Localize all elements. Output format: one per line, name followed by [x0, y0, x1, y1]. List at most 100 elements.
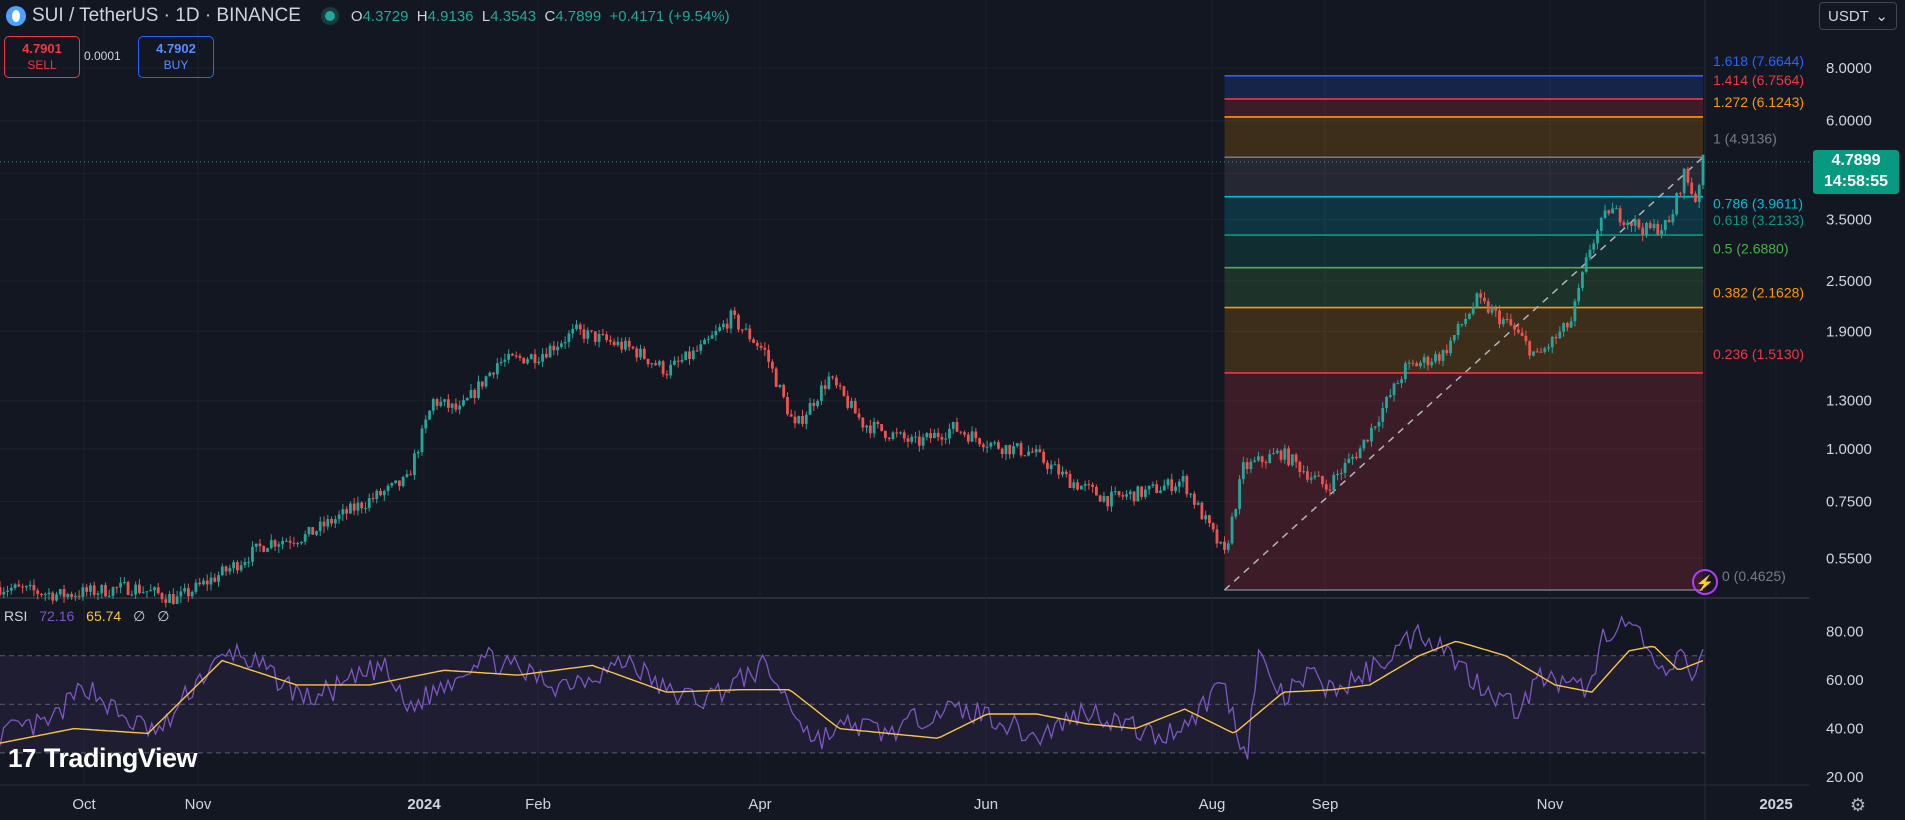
- candle-body: [232, 562, 235, 569]
- rsi-tick-label: 80.00: [1826, 623, 1864, 640]
- candle-body: [424, 419, 428, 429]
- candle-body: [202, 580, 205, 585]
- time-tick-label: Oct: [72, 796, 96, 813]
- candle-body: [932, 432, 936, 439]
- fib-zone: [1224, 116, 1703, 158]
- candle-body: [1068, 474, 1072, 488]
- candle-body: [1366, 439, 1370, 442]
- candle-body: [1464, 318, 1468, 325]
- candle-body: [1509, 319, 1513, 326]
- tradingview-logo[interactable]: 17 TradingView: [8, 743, 197, 774]
- gear-icon[interactable]: ⚙: [1849, 795, 1867, 815]
- candle-body: [1132, 491, 1136, 502]
- candle-body: [865, 425, 868, 428]
- price-axis[interactable]: 8.00006.00004.50003.50002.50001.90001.30…: [1826, 60, 1872, 567]
- candle-body: [1057, 464, 1061, 475]
- candle-body: [1599, 217, 1603, 231]
- candle-body: [115, 587, 119, 589]
- lightning-icon[interactable]: ⚡: [1692, 569, 1718, 595]
- candle-body: [1516, 329, 1520, 333]
- fibonacci-retracement[interactable]: 0 (0.4625) 0.236 (1.5130) 0.382 (2.1628) 0.…: [1223, 53, 1805, 591]
- candle-body: [970, 431, 974, 442]
- candle-body: [887, 437, 891, 439]
- currency-select[interactable]: USDT ⌄: [1819, 2, 1897, 30]
- fib-zone: [1224, 157, 1703, 197]
- candle-body: [364, 507, 367, 509]
- candle-body: [194, 582, 198, 592]
- candle-body: [778, 384, 782, 387]
- candle-body: [1678, 193, 1682, 195]
- candle-body: [390, 483, 394, 486]
- candle-body: [345, 509, 349, 514]
- candle-body: [1505, 319, 1509, 321]
- time-tick-label: Feb: [525, 796, 551, 813]
- candle-body: [1520, 332, 1524, 336]
- candle-body: [1607, 210, 1611, 214]
- sell-button[interactable]: 4.7901 SELL: [4, 36, 80, 78]
- price-tick-label: 0.7500: [1826, 493, 1872, 510]
- price-tick-label: 1.9000: [1826, 323, 1872, 340]
- candle-body: [846, 395, 850, 408]
- candle-body: [657, 361, 661, 366]
- candle-body: [1313, 475, 1317, 478]
- candle-body: [582, 329, 586, 339]
- candle-body: [511, 353, 514, 356]
- candle-body: [1298, 462, 1302, 473]
- candle-body: [458, 405, 462, 410]
- candle-body: [1411, 362, 1415, 364]
- buy-price: 4.7902: [156, 41, 196, 56]
- candle-body: [725, 323, 729, 329]
- candle-body: [1087, 484, 1091, 486]
- symbol-title[interactable]: SUI / TetherUS · 1D · BINANCE: [32, 5, 301, 26]
- candle-body: [1392, 383, 1396, 396]
- candle-body: [32, 584, 36, 591]
- candle-body: [1486, 301, 1490, 313]
- candle-body: [119, 582, 122, 588]
- candle-body: [55, 594, 58, 601]
- candle-body: [1573, 301, 1577, 322]
- rsi-pane[interactable]: 80.00 60.00 40.00 20.00: [0, 614, 1864, 786]
- candle-body: [1554, 336, 1558, 339]
- candle-body: [1042, 451, 1046, 463]
- change-value: +0.4171 (+9.54%): [609, 7, 730, 25]
- candle-body: [1547, 347, 1550, 349]
- fib-level-label: 0 (0.4625): [1722, 568, 1786, 584]
- candle-body: [379, 490, 382, 496]
- candle-body: [793, 416, 797, 424]
- candle-body: [205, 580, 209, 585]
- rsi-legend[interactable]: RSI 72.16 65.74 ∅ ∅: [4, 608, 169, 625]
- candle-body: [462, 400, 465, 406]
- candle-body: [895, 432, 899, 434]
- fib-zone: [1224, 372, 1703, 590]
- time-axis[interactable]: Oct Nov 2024 Feb Apr Jun Aug Sep Nov 2025: [72, 796, 1792, 813]
- fib-level-label: 1 (4.9136): [1713, 130, 1777, 146]
- candle-body: [1645, 223, 1648, 235]
- candle-body: [1441, 350, 1445, 361]
- candle-body: [171, 594, 175, 604]
- candle-body: [1445, 350, 1449, 354]
- candle-body: [251, 546, 254, 562]
- fib-level-label: 0.786 (3.9611): [1713, 196, 1803, 212]
- rsi-tick-label: 60.00: [1826, 672, 1864, 689]
- candle-body: [126, 582, 130, 595]
- candle-body: [1426, 356, 1430, 366]
- fib-zone: [1224, 267, 1703, 308]
- candle-body: [1630, 222, 1633, 226]
- price-tick-label: 0.5500: [1826, 550, 1872, 567]
- candle-body: [838, 385, 842, 387]
- candle-body: [104, 584, 107, 597]
- candle-body: [533, 354, 537, 364]
- candle-body: [624, 340, 627, 350]
- candle-body: [288, 540, 292, 543]
- candle-body: [1419, 362, 1422, 367]
- candle-body: [673, 360, 676, 365]
- candle-body: [1192, 493, 1196, 505]
- candle-body: [748, 328, 752, 340]
- candle-body: [1543, 348, 1547, 352]
- buy-button[interactable]: 4.7902 BUY: [138, 36, 214, 78]
- candle-body: [1272, 453, 1275, 455]
- candle-body: [186, 588, 190, 597]
- candle-body: [1373, 426, 1377, 428]
- candle-body: [575, 324, 578, 329]
